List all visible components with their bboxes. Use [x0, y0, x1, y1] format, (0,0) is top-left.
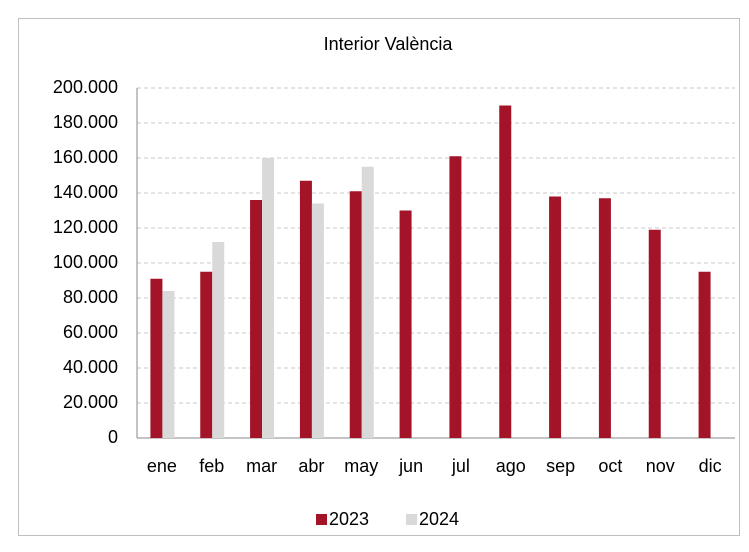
x-tick-label: abr — [298, 456, 324, 476]
chart-border — [18, 18, 740, 536]
x-tick-label: oct — [598, 456, 622, 476]
y-tick-label: 200.000 — [53, 77, 118, 97]
bar — [648, 229, 661, 438]
x-tick-label: ene — [147, 456, 177, 476]
y-tick-label: 180.000 — [53, 112, 118, 132]
x-tick-label: sep — [546, 456, 575, 476]
bar — [150, 278, 163, 438]
bar — [449, 156, 462, 438]
bar — [200, 271, 213, 438]
x-tick-label: mar — [246, 456, 277, 476]
y-tick-label: 80.000 — [63, 287, 118, 307]
bar — [598, 198, 611, 438]
legend-swatch — [316, 514, 327, 525]
legend-label: 2024 — [419, 509, 459, 529]
bar — [250, 200, 263, 438]
x-tick-label: jun — [398, 456, 423, 476]
y-tick-label: 140.000 — [53, 182, 118, 202]
bar — [162, 291, 175, 438]
bar — [262, 158, 275, 438]
x-tick-label: nov — [646, 456, 675, 476]
legend-swatch — [406, 514, 417, 525]
y-tick-label: 160.000 — [53, 147, 118, 167]
bar — [311, 203, 324, 438]
y-tick-label: 100.000 — [53, 252, 118, 272]
bar — [399, 210, 412, 438]
legend-label: 2023 — [329, 509, 369, 529]
y-tick-label: 40.000 — [63, 357, 118, 377]
bar — [361, 166, 374, 438]
x-tick-label: may — [344, 456, 378, 476]
bar — [549, 196, 562, 438]
bar — [499, 105, 512, 438]
bar — [299, 180, 312, 438]
y-tick-label: 20.000 — [63, 392, 118, 412]
x-tick-label: feb — [199, 456, 224, 476]
chart-title: Interior València — [324, 34, 454, 54]
bar — [212, 242, 225, 438]
x-tick-label: dic — [699, 456, 722, 476]
x-tick-label: ago — [496, 456, 526, 476]
y-tick-label: 0 — [108, 427, 118, 447]
bar — [698, 271, 711, 438]
bar — [349, 191, 362, 438]
x-tick-label: jul — [451, 456, 470, 476]
y-tick-label: 120.000 — [53, 217, 118, 237]
y-tick-label: 60.000 — [63, 322, 118, 342]
